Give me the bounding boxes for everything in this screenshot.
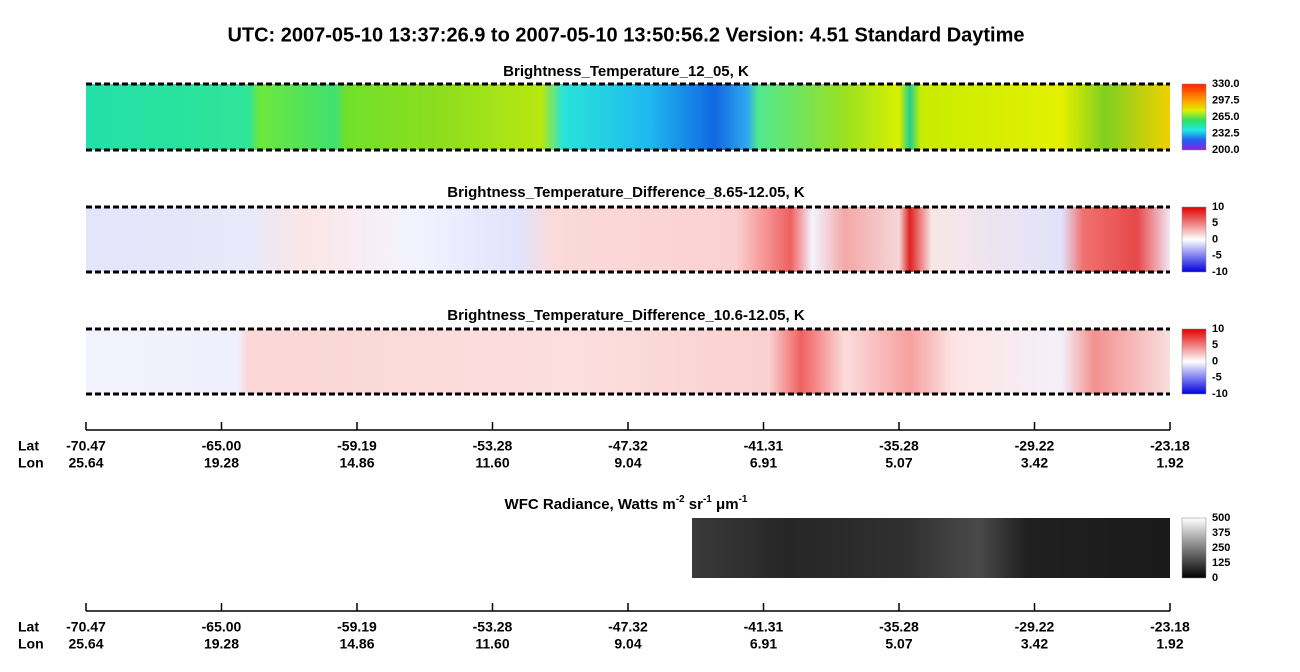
lat-label: -70.47 bbox=[66, 438, 106, 454]
lon-label: 19.28 bbox=[204, 636, 239, 652]
colorbar-label: 5 bbox=[1212, 217, 1218, 229]
lat-label: -59.19 bbox=[337, 438, 377, 454]
lat-label: -59.19 bbox=[337, 619, 377, 635]
colorbar-label: 0 bbox=[1212, 233, 1218, 245]
colorbar-label: 10 bbox=[1212, 323, 1224, 335]
colorbar-label: 5 bbox=[1212, 339, 1218, 351]
lon-label: 6.91 bbox=[750, 455, 777, 471]
lat-label: -35.28 bbox=[879, 438, 919, 454]
title-part: sr bbox=[685, 496, 704, 513]
colorbar-label: 375 bbox=[1212, 527, 1230, 539]
superscript: -2 bbox=[676, 494, 685, 505]
colorbar-label: 0 bbox=[1212, 355, 1218, 367]
panel-title: Brightness_Temperature_12_05, K bbox=[503, 63, 749, 80]
colorbar-label: 250 bbox=[1212, 542, 1230, 554]
page-title: UTC: 2007-05-10 13:37:26.9 to 2007-05-10… bbox=[227, 24, 1024, 46]
lon-label: 5.07 bbox=[885, 455, 912, 471]
lat-label: -65.00 bbox=[202, 438, 242, 454]
lon-label: 11.60 bbox=[475, 455, 509, 471]
panel-title: WFC Radiance, Watts m-2 sr-1 μm-1 bbox=[505, 494, 748, 513]
lat-label: -65.00 bbox=[202, 619, 242, 635]
panel-title: Brightness_Temperature_Difference_10.6-1… bbox=[447, 307, 805, 324]
colorbar bbox=[1181, 206, 1207, 273]
image-strip bbox=[86, 84, 1170, 150]
lat-label: -47.32 bbox=[608, 619, 648, 635]
colorbar-label: 200.0 bbox=[1212, 144, 1240, 156]
colorbar-label: -5 bbox=[1212, 372, 1222, 384]
lat-label: -53.28 bbox=[473, 438, 513, 454]
lat-label: -29.22 bbox=[1015, 619, 1055, 635]
lon-label: 5.07 bbox=[885, 636, 912, 652]
lon-label: 25.64 bbox=[68, 455, 103, 471]
lat-label: -23.18 bbox=[1150, 619, 1190, 635]
image-strip bbox=[86, 207, 1170, 272]
lat-label: -47.32 bbox=[608, 438, 648, 454]
axis-label: Lon bbox=[18, 636, 44, 652]
lat-label: -35.28 bbox=[879, 619, 919, 635]
colorbar bbox=[1181, 517, 1207, 579]
image-strip bbox=[692, 518, 1170, 578]
colorbar bbox=[1181, 328, 1207, 395]
colorbar-label: 125 bbox=[1212, 557, 1230, 569]
colorbar-label: 265.0 bbox=[1212, 111, 1240, 123]
colorbar-label: 10 bbox=[1212, 201, 1224, 213]
colorbar-label: 500 bbox=[1212, 512, 1230, 524]
lon-label: 14.86 bbox=[339, 636, 374, 652]
panel-title: Brightness_Temperature_Difference_8.65-1… bbox=[447, 184, 805, 201]
colorbar-label: -5 bbox=[1212, 250, 1222, 262]
superscript: -1 bbox=[739, 494, 748, 505]
lon-label: 3.42 bbox=[1021, 636, 1048, 652]
title-part: WFC Radiance, Watts m bbox=[505, 496, 676, 513]
lon-label: 14.86 bbox=[339, 455, 374, 471]
lat-label: -53.28 bbox=[473, 619, 513, 635]
lon-label: 1.92 bbox=[1156, 636, 1183, 652]
lon-label: 3.42 bbox=[1021, 455, 1048, 471]
colorbar-label: 0 bbox=[1212, 572, 1218, 584]
lat-label: -70.47 bbox=[66, 619, 106, 635]
lon-label: 6.91 bbox=[750, 636, 777, 652]
colorbar-label: -10 bbox=[1212, 388, 1228, 400]
lon-label: 25.64 bbox=[68, 636, 103, 652]
colorbar-label: -10 bbox=[1212, 266, 1228, 278]
axis-label: Lat bbox=[18, 438, 39, 454]
lon-label: 11.60 bbox=[475, 636, 509, 652]
lon-label: 1.92 bbox=[1156, 455, 1183, 471]
lat-label: -29.22 bbox=[1015, 438, 1055, 454]
colorbar-label: 232.5 bbox=[1212, 127, 1240, 139]
lon-label: 19.28 bbox=[204, 455, 239, 471]
colorbar bbox=[1181, 83, 1207, 151]
lat-label: -23.18 bbox=[1150, 438, 1190, 454]
lat-label: -41.31 bbox=[744, 619, 784, 635]
colorbar-label: 297.5 bbox=[1212, 94, 1240, 106]
axis-label: Lon bbox=[18, 455, 44, 471]
lon-label: 9.04 bbox=[614, 636, 641, 652]
superscript: -1 bbox=[703, 494, 712, 505]
colorbar-label: 330.0 bbox=[1212, 78, 1240, 90]
lon-label: 9.04 bbox=[614, 455, 641, 471]
lat-label: -41.31 bbox=[744, 438, 784, 454]
title-part: μm bbox=[712, 496, 739, 513]
axis-label: Lat bbox=[18, 619, 39, 635]
image-strip bbox=[86, 329, 1170, 394]
